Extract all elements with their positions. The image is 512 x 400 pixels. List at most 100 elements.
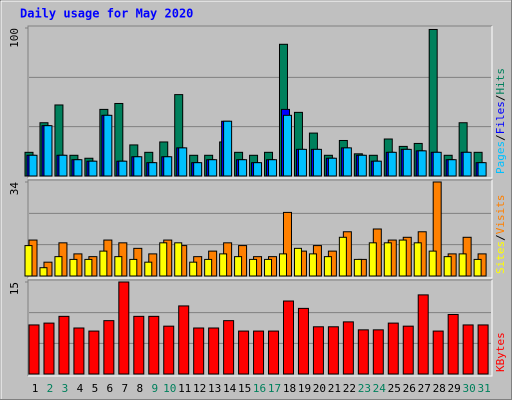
bar	[43, 322, 55, 375]
bar	[28, 154, 38, 177]
bar	[282, 300, 294, 375]
bar	[219, 253, 228, 277]
bar	[114, 256, 123, 277]
x-tick-label: 13	[208, 382, 221, 395]
bar	[39, 267, 48, 277]
bar	[88, 160, 98, 177]
bar	[462, 151, 472, 177]
bar	[278, 253, 287, 277]
legend-separator: /	[494, 95, 507, 102]
bar	[268, 330, 280, 375]
panel-bevel	[28, 280, 493, 377]
x-tick-label: 31	[477, 382, 490, 395]
x-tick-label: 28	[433, 382, 446, 395]
y-tick-label: 15	[8, 282, 21, 295]
x-tick-label: 19	[298, 382, 311, 395]
bar	[54, 256, 63, 277]
x-tick-label: 15	[238, 382, 251, 395]
bar	[297, 307, 309, 375]
bar	[84, 258, 93, 277]
x-tick-label: 3	[62, 382, 69, 395]
x-tick-label: 2	[47, 382, 54, 395]
x-tick-label: 9	[151, 382, 158, 395]
x-tick-label: 25	[388, 382, 401, 395]
x-tick-label: 30	[463, 382, 476, 395]
bar	[148, 162, 158, 177]
bar	[73, 159, 83, 177]
bar	[24, 245, 33, 277]
x-tick-label: 21	[328, 382, 341, 395]
bar	[297, 148, 307, 177]
bar	[342, 147, 352, 177]
bar	[73, 327, 85, 375]
bar	[312, 326, 324, 375]
bar	[129, 258, 138, 277]
x-tick-label: 20	[313, 382, 326, 395]
bar	[327, 157, 337, 177]
legend-entry: Files	[494, 101, 507, 134]
bar	[312, 148, 322, 177]
bar	[368, 242, 377, 277]
bar	[238, 159, 248, 177]
bar	[28, 324, 40, 375]
x-tick-label: 26	[403, 382, 416, 395]
y-tick-label: 34	[8, 182, 21, 196]
x-tick-label: 12	[193, 382, 206, 395]
bar	[178, 305, 190, 375]
chart-title: Daily usage for May 2020	[20, 7, 193, 21]
bar	[103, 114, 113, 177]
bar	[238, 330, 250, 375]
legend: Pages/Files/Hits	[494, 68, 507, 174]
x-tick-label: 29	[448, 382, 461, 395]
bar	[223, 120, 233, 177]
x-tick-label: 7	[122, 382, 129, 395]
legend-separator: /	[494, 234, 507, 241]
bar	[193, 162, 203, 177]
bar	[372, 160, 382, 177]
bar	[204, 258, 213, 277]
x-tick-label: 23	[358, 382, 371, 395]
legend-entry: Sites	[494, 241, 507, 274]
bar	[353, 258, 362, 277]
bar	[264, 258, 273, 277]
bar	[398, 239, 407, 277]
bar	[413, 242, 422, 277]
legend-entry: KBytes	[494, 332, 507, 372]
x-tick-label: 16	[253, 382, 266, 395]
bar	[118, 281, 130, 375]
bar	[443, 256, 452, 277]
bar	[174, 242, 183, 277]
x-tick-label: 5	[92, 382, 99, 395]
bar	[103, 320, 115, 375]
bar	[133, 156, 143, 177]
panel-bevel	[28, 26, 493, 179]
bar	[293, 247, 302, 277]
x-tick-label: 8	[136, 382, 143, 395]
bar	[383, 242, 392, 277]
x-tick-label: 27	[418, 382, 431, 395]
panel-bevel	[27, 25, 492, 178]
bar	[432, 181, 442, 277]
bar	[148, 315, 160, 375]
bar	[58, 315, 70, 375]
bar	[417, 294, 429, 375]
bar	[58, 154, 68, 177]
x-tick-label: 22	[343, 382, 356, 395]
legend: KBytes	[494, 332, 507, 372]
panel-bevel	[27, 279, 492, 376]
bar	[338, 236, 347, 277]
bar	[447, 159, 457, 177]
bar	[387, 151, 397, 177]
bar	[88, 330, 100, 375]
x-tick-label: 14	[223, 382, 237, 395]
x-tick-label: 24	[373, 382, 387, 395]
bar	[163, 156, 173, 177]
bar	[402, 325, 414, 375]
bar	[43, 125, 53, 177]
bar	[428, 250, 437, 277]
legend-entry: Pages	[494, 141, 507, 174]
legend-entry: Hits	[494, 68, 507, 95]
bar	[223, 320, 235, 375]
bar	[432, 330, 444, 375]
bar	[193, 327, 205, 375]
